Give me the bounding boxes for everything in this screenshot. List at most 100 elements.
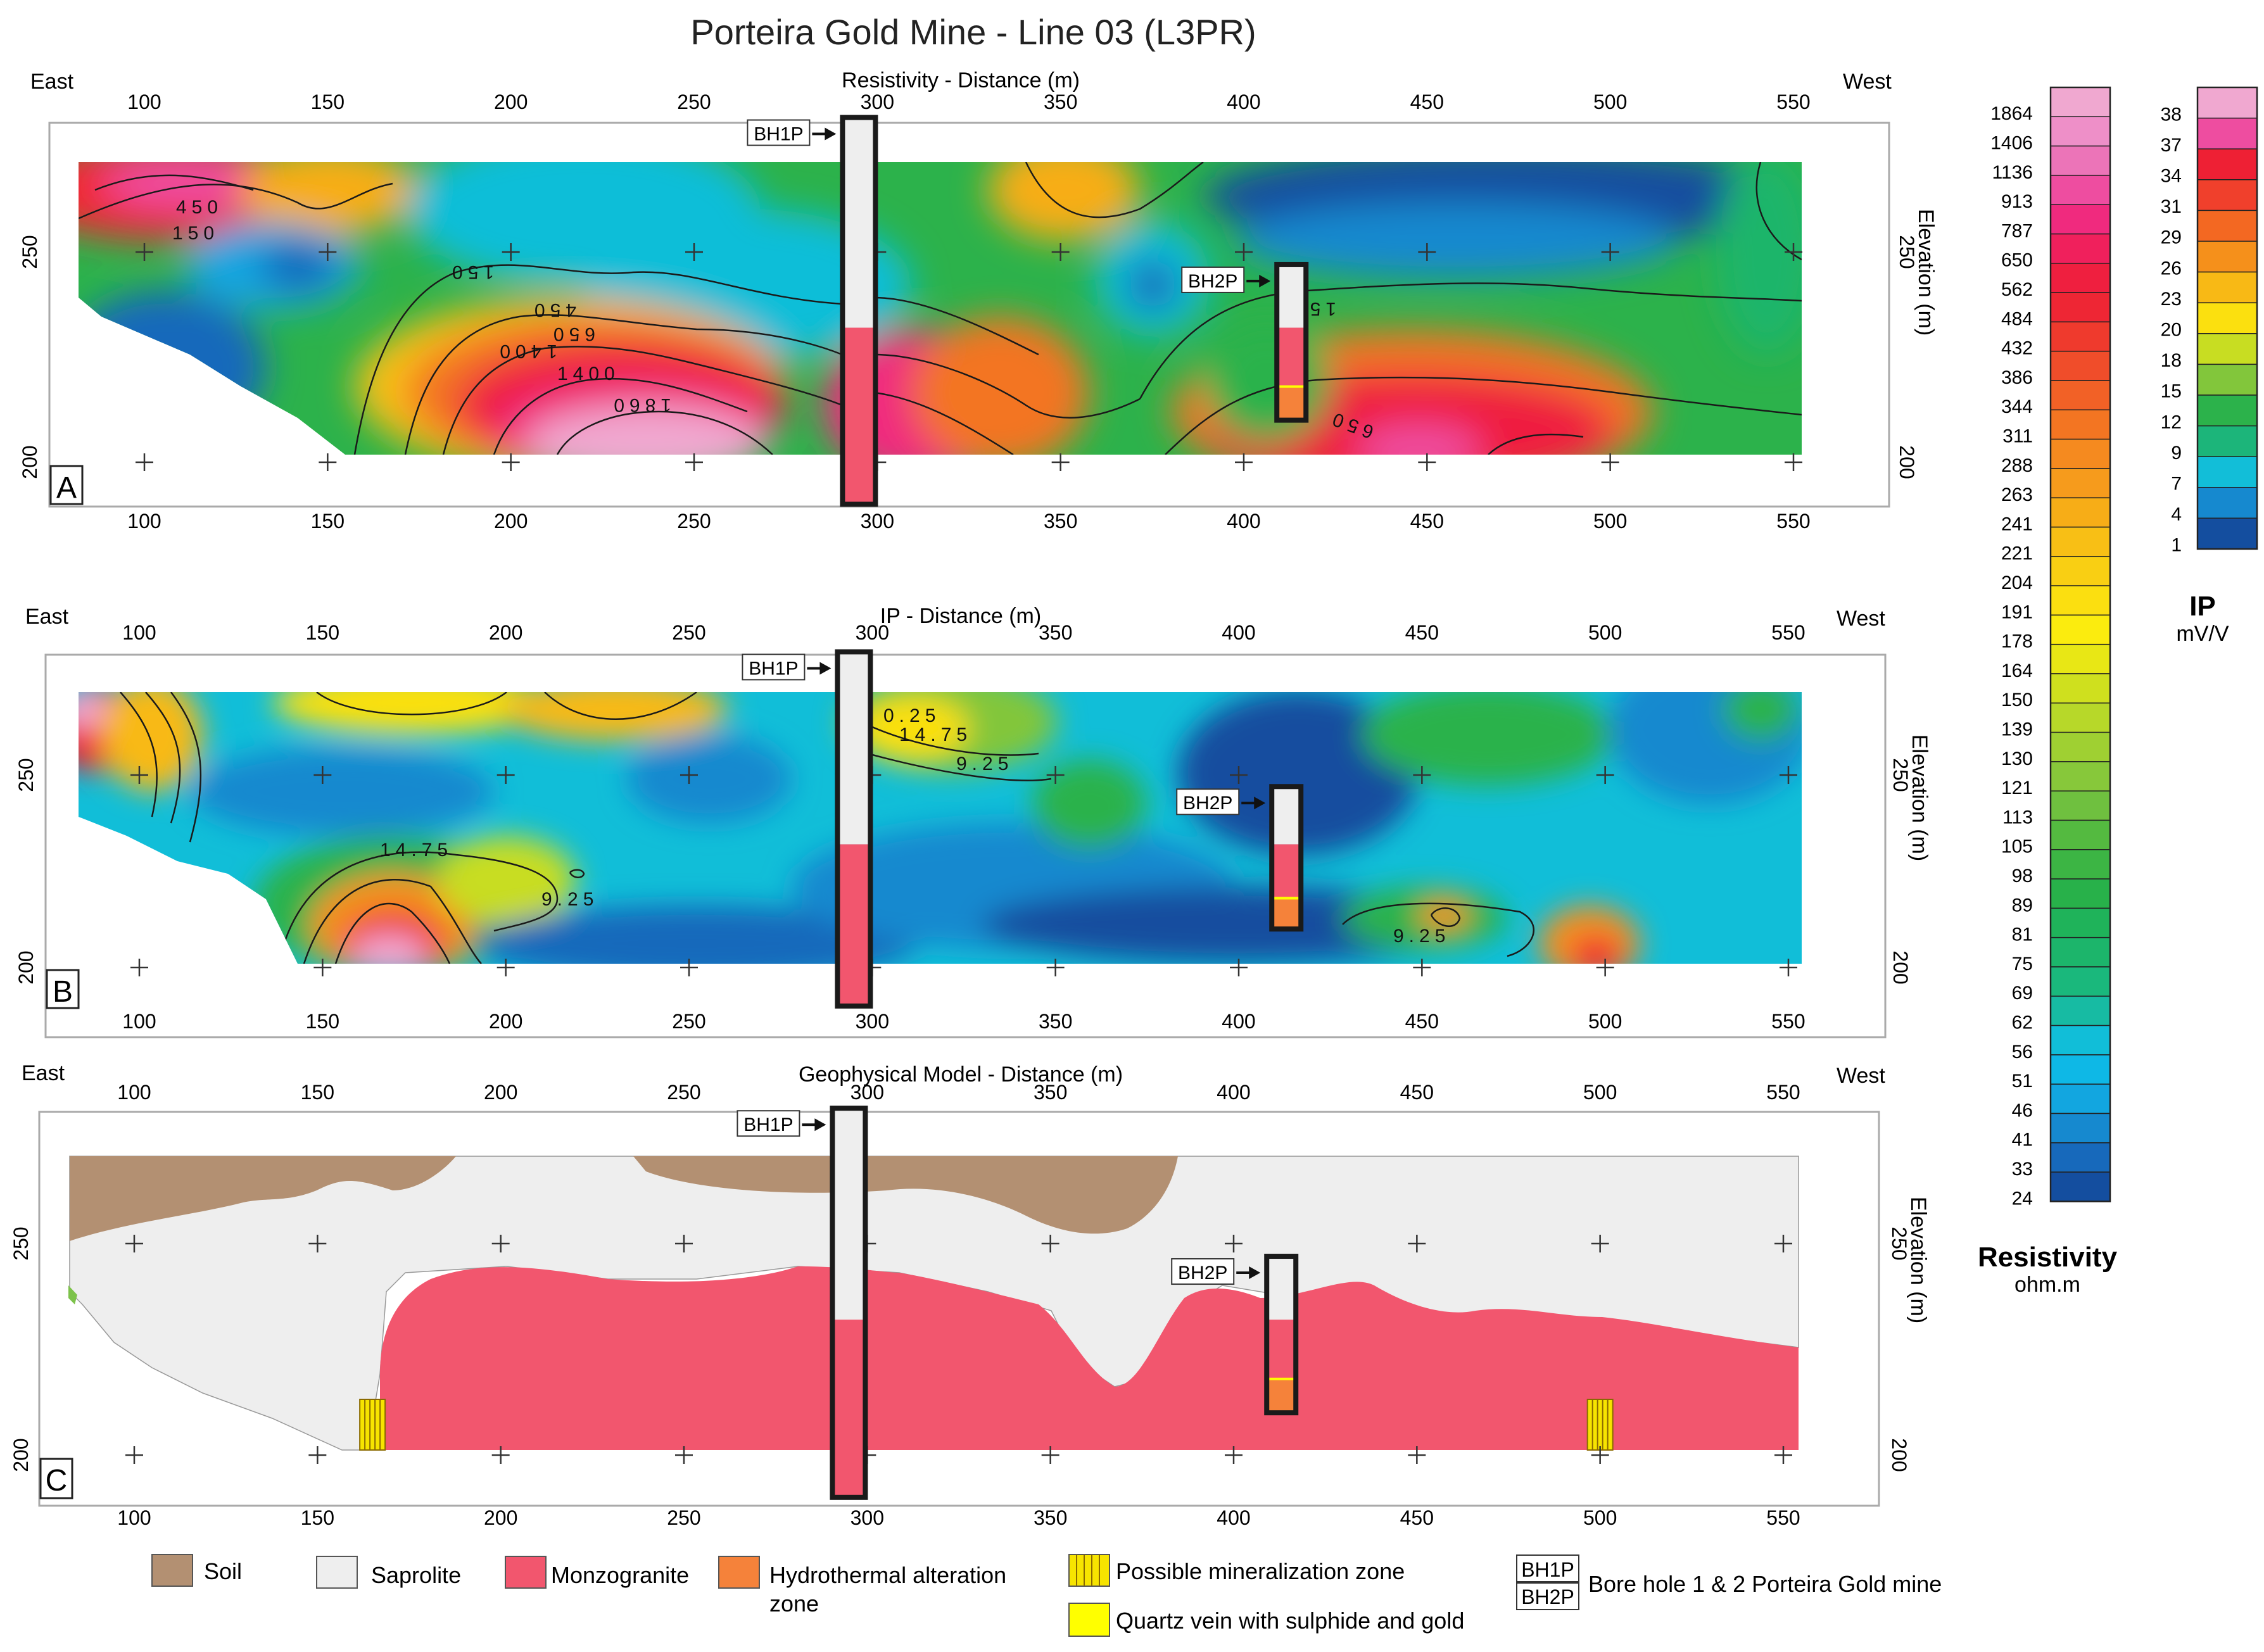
panel-a-y-axis-label: Elevation (m) <box>1914 209 1938 336</box>
scale-tick-label: 41 <box>2012 1130 2033 1151</box>
panel-a-letter-box <box>49 465 84 505</box>
scale-swatch <box>2050 585 2111 616</box>
borehole-tag-box <box>737 1110 800 1137</box>
scale-tick-label: 121 <box>2001 778 2033 798</box>
x-tick-label-bottom: 450 <box>1405 1010 1439 1033</box>
contour-label: 1400 <box>557 363 620 384</box>
scale-tick-label: 650 <box>2001 250 2033 271</box>
borehole-arrow-icon <box>802 1118 826 1132</box>
borehole-tag-label: BH1P <box>743 1114 793 1135</box>
scale-swatch <box>2050 673 2111 704</box>
panel-c-west-label: West <box>1837 1064 1885 1088</box>
contour-label: 450 <box>176 197 223 218</box>
contour-label: 650 <box>548 324 595 344</box>
scale-tick-label: 204 <box>2001 572 2033 593</box>
resistivity-scale-unit: ohm.m <box>2014 1273 2080 1297</box>
x-tick-label-top: 300 <box>856 621 889 644</box>
scale-swatch <box>2197 456 2258 488</box>
x-tick-label-top: 500 <box>1593 91 1627 113</box>
x-tick-label-top: 150 <box>311 91 345 113</box>
borehole-tag-label: BH2P <box>1178 1263 1227 1283</box>
scale-swatch <box>2050 233 2111 264</box>
contour-label: 1860 <box>609 394 671 415</box>
x-tick-label-top: 250 <box>672 621 705 644</box>
scale-swatch <box>2050 87 2111 118</box>
x-tick-label-top: 500 <box>1583 1081 1617 1104</box>
x-tick-label-top: 200 <box>484 1081 517 1104</box>
grid-cross <box>1591 1235 1609 1252</box>
grid-cross <box>1774 1235 1792 1252</box>
legend-mineralization-swatch <box>1068 1554 1110 1587</box>
x-tick-label-top: 200 <box>489 621 522 644</box>
x-tick-label-bottom: 550 <box>1776 510 1810 533</box>
x-tick-label-bottom: 200 <box>494 510 528 533</box>
scale-tick-label: 51 <box>2012 1071 2033 1092</box>
x-tick-label-bottom: 350 <box>1034 1506 1067 1529</box>
scale-swatch <box>2050 936 2111 968</box>
ip-scale-unit: mV/V <box>2176 622 2229 646</box>
legend-borehole-code-2: BH2P <box>1521 1586 1574 1608</box>
grid-cross <box>502 453 520 471</box>
scale-swatch <box>2050 1142 2111 1173</box>
borehole-tag-box <box>747 119 811 146</box>
scale-swatch <box>2050 1025 2111 1056</box>
monzogranite-layer <box>380 1266 1799 1450</box>
scale-swatch <box>2050 116 2111 147</box>
contour-label: 1400 <box>495 341 557 362</box>
x-tick-label-bottom: 450 <box>1400 1506 1434 1529</box>
ip-scale: 38 37 34 31 29 26 23 20 18 15 12 9 7 4 1 <box>2161 86 2258 556</box>
panel-b: IP - Distance (m) East West <box>15 604 1932 1038</box>
grid-cross <box>1785 453 1802 471</box>
panel-a-title: Resistivity - Distance (m) <box>842 68 1080 92</box>
grid-cross <box>1596 959 1614 976</box>
borehole-bh2p: BH2P <box>1181 262 1309 423</box>
scale-swatch <box>2050 1171 2111 1202</box>
x-tick-label-top: 100 <box>127 91 161 113</box>
scale-tick-label: 178 <box>2001 631 2033 652</box>
y-tick-label-left: 250 <box>9 1226 32 1260</box>
x-tick-label-top: 100 <box>122 621 156 644</box>
borehole-arrow-icon <box>1236 1266 1261 1280</box>
scale-swatch <box>2050 702 2111 733</box>
x-tick-label-top: 300 <box>861 91 894 113</box>
scale-tick-label: 913 <box>2001 191 2033 212</box>
scale-swatch <box>2050 966 2111 997</box>
scale-swatch <box>2050 497 2111 528</box>
panel-c-axes: 100 100 150 150 200 200 250 250 300 300 350 350 400 4… <box>9 1081 1911 1529</box>
grid-cross <box>1408 1446 1426 1464</box>
panel-b-title: IP - Distance (m) <box>880 604 1041 628</box>
ip-scale-title: IP <box>2189 591 2216 622</box>
grid-cross <box>319 453 337 471</box>
scale-swatch <box>2050 380 2111 411</box>
x-tick-label-bottom: 500 <box>1593 510 1627 533</box>
scale-swatch <box>2197 363 2258 396</box>
borehole-bh1p: BH1P <box>742 649 873 1009</box>
legend-borehole-label: Bore hole 1 & 2 Porteira Gold mine <box>1588 1571 1942 1597</box>
grid-cross <box>1601 453 1619 471</box>
scale-tick-label: 69 <box>2012 983 2033 1004</box>
x-tick-label-bottom: 300 <box>861 510 894 533</box>
scale-swatch <box>2050 263 2111 293</box>
borehole-arrow-icon <box>1246 274 1271 287</box>
scale-tick-label: 150 <box>2001 690 2033 710</box>
resistivity-scale-title: Resistivity <box>1978 1242 2118 1273</box>
contour-label: 9.25 <box>1393 926 1450 947</box>
scale-tick-label: 130 <box>2001 748 2033 769</box>
legend-borehole-box-1 <box>1516 1554 1579 1582</box>
x-tick-label-bottom: 250 <box>677 510 711 533</box>
contour-label: 0.25 <box>883 705 940 726</box>
borehole-arrow-icon <box>1241 797 1266 810</box>
x-tick-label-bottom: 250 <box>667 1506 700 1529</box>
scale-tick-label: 191 <box>2001 602 2033 622</box>
grid-cross <box>125 1235 143 1252</box>
x-tick-label-top: 450 <box>1410 91 1444 113</box>
scale-tick-label: 23 <box>2161 289 2182 310</box>
borehole-bh1p: BH1P <box>737 1106 868 1500</box>
y-tick-label-left: 200 <box>18 445 41 479</box>
grid-cross <box>130 959 148 976</box>
x-tick-label-bottom: 550 <box>1771 1010 1805 1033</box>
scale-tick-label: 4 <box>2171 504 2182 525</box>
y-tick-label-right: 250 <box>1888 1226 1911 1260</box>
grid-cross <box>685 243 703 261</box>
grid-cross <box>1774 1446 1792 1464</box>
